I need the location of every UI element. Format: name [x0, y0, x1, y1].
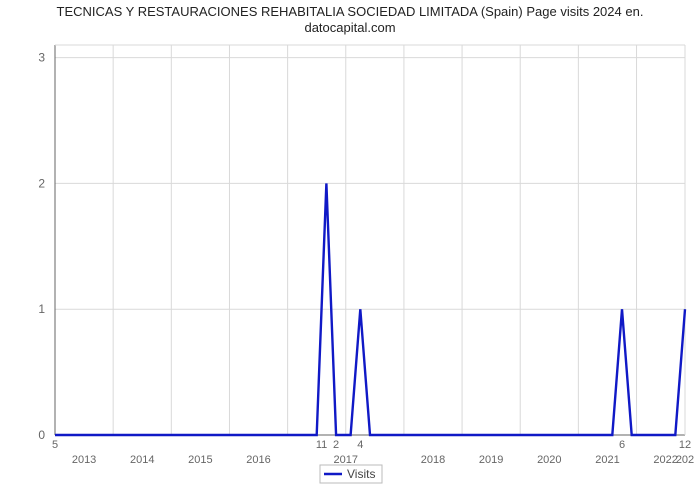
y-tick-label: 0 [38, 428, 45, 442]
x-tick-label: 2020 [537, 454, 561, 466]
point-count-label: 11 [316, 439, 327, 451]
chart-title-line2: datocapital.com [304, 20, 395, 35]
point-count-label: 2 [333, 439, 339, 451]
x-tick-label: 202 [676, 454, 694, 466]
point-count-label: 4 [357, 439, 363, 451]
legend: Visits [320, 465, 382, 483]
y-tick-label: 2 [38, 176, 45, 190]
point-count-label: 5 [52, 439, 58, 451]
y-tick-label: 3 [38, 51, 45, 65]
x-tick-label: 2019 [479, 454, 503, 466]
x-tick-label: 2018 [421, 454, 445, 466]
x-tick-label: 2014 [130, 454, 154, 466]
x-tick-label: 2013 [72, 454, 96, 466]
point-count-label: 12 [679, 439, 691, 451]
x-tick-label: 2017 [334, 454, 358, 466]
y-tick-label: 1 [38, 302, 45, 316]
x-tick-label: 2022 [653, 454, 677, 466]
x-tick-label: 2015 [188, 454, 212, 466]
legend-label: Visits [347, 467, 375, 481]
plot-area: 0123201320142015201620172018201920202021… [38, 45, 694, 466]
point-count-label: 6 [619, 439, 625, 451]
x-tick-label: 2021 [595, 454, 619, 466]
chart-title-line1: TECNICAS Y RESTAURACIONES REHABITALIA SO… [57, 4, 644, 19]
x-tick-label: 2016 [246, 454, 270, 466]
page-visits-chart: TECNICAS Y RESTAURACIONES REHABITALIA SO… [0, 0, 700, 500]
